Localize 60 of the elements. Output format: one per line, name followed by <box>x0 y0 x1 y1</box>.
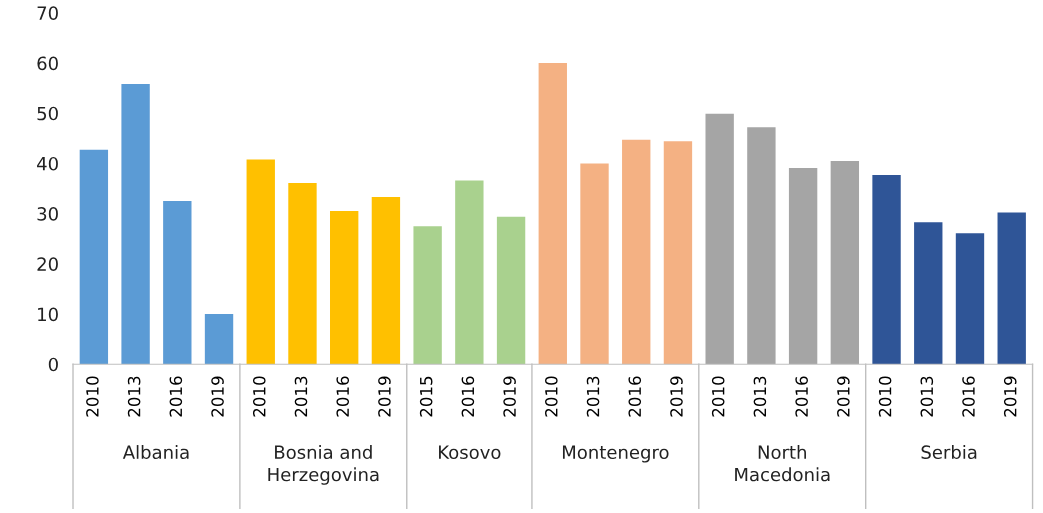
x-tick-label: 2010 <box>86 376 99 417</box>
bar <box>622 139 651 365</box>
x-tick-label: 2013 <box>127 376 141 417</box>
bar <box>246 159 275 365</box>
bar <box>955 233 985 365</box>
text: Kosovo <box>439 445 501 460</box>
bar <box>79 149 109 365</box>
x-tick-label: 2010 <box>545 376 558 417</box>
x-tick-label: 2013 <box>920 376 934 417</box>
bar <box>204 314 234 365</box>
x-tick-label: 2019 <box>1003 376 1017 417</box>
y-tick-label: 20 <box>37 257 58 271</box>
bar <box>872 174 901 365</box>
bar <box>747 127 776 365</box>
x-tick-label: 2013 <box>586 376 600 417</box>
bar <box>121 84 150 365</box>
y-tick-label: 50 <box>37 106 58 121</box>
x-tick-label: 2016 <box>461 376 475 417</box>
x-tick-label: 2016 <box>628 376 642 417</box>
bar <box>788 167 818 365</box>
bar <box>914 222 943 365</box>
bar <box>830 160 860 365</box>
bar <box>413 226 442 365</box>
text: Albania <box>122 445 189 460</box>
text: Montenegro <box>562 445 669 463</box>
y-tick-label: 10 <box>38 307 58 322</box>
x-tick-label: 2016 <box>795 376 808 417</box>
x-tick-label: 2016 <box>962 376 975 417</box>
y-tick-label: 70 <box>37 6 58 20</box>
text: Serbia <box>921 445 977 460</box>
bar <box>997 212 1026 365</box>
x-tick-label: 2010 <box>252 376 266 417</box>
y-tick-label: 60 <box>37 56 58 71</box>
y-tick-label: 30 <box>37 207 58 221</box>
bar <box>496 216 526 365</box>
x-tick-label: 2013 <box>294 376 308 417</box>
x-tick-label: 2016 <box>336 376 350 417</box>
bar <box>288 183 317 365</box>
bar <box>455 180 484 365</box>
x-tick-label: 2019 <box>670 376 683 417</box>
text: Bosnia and Herzegovina <box>268 445 379 485</box>
x-tick-label: 2010 <box>711 376 725 417</box>
y-tick-label: 40 <box>37 156 58 171</box>
x-tick-label: 2010 <box>878 376 892 417</box>
x-tick-label: 2019 <box>503 376 516 417</box>
bar <box>580 163 609 365</box>
y-tick-label: 0 <box>48 357 58 372</box>
x-tick-label: 2019 <box>211 376 224 417</box>
x-tick-label: 2019 <box>837 376 850 417</box>
bar <box>371 197 401 365</box>
bar <box>330 211 359 365</box>
bar <box>163 201 192 365</box>
text: North Macedonia <box>735 445 830 482</box>
bar <box>538 63 567 365</box>
x-tick-label: 2015 <box>419 376 433 417</box>
bar <box>705 113 734 365</box>
x-tick-label: 2019 <box>378 376 391 417</box>
x-tick-label: 2013 <box>753 376 767 417</box>
x-tick-label: 2016 <box>169 376 183 417</box>
bar <box>663 141 693 365</box>
